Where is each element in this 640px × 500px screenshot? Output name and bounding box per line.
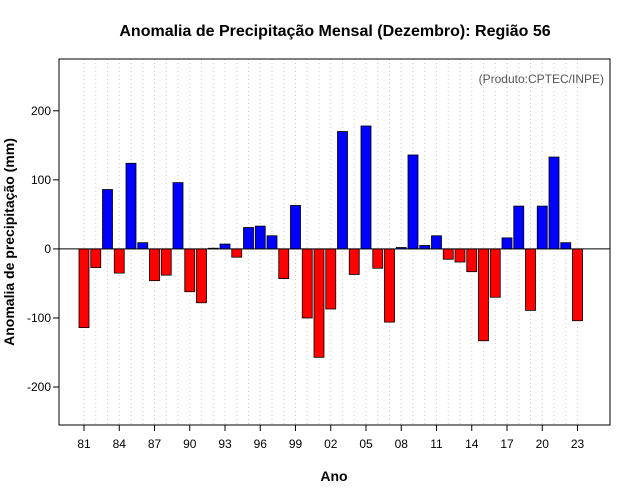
- y-tick-label: 0: [44, 242, 51, 256]
- bar-2021: [548, 156, 560, 250]
- bar-2011: [431, 235, 442, 250]
- x-tick-label: 84: [113, 437, 127, 451]
- y-tick-label: 200: [31, 104, 51, 118]
- bar-1996: [254, 225, 266, 250]
- bar-1990: [184, 248, 196, 293]
- y-axis: -200 -100 0 100 200: [27, 104, 59, 394]
- bar-2012: [442, 248, 454, 260]
- y-tick-label: 100: [31, 173, 51, 187]
- bar-2022: [560, 242, 572, 250]
- plot-area: [59, 59, 610, 425]
- bar-2004: [348, 248, 360, 275]
- y-axis-title: Anomalia de precipitação (mm): [1, 138, 17, 346]
- x-tick-label: 11: [430, 437, 443, 451]
- bar-1981: [78, 248, 90, 329]
- x-tick-label: 23: [571, 437, 585, 451]
- bar-1991: [196, 248, 207, 304]
- y-tick-label: -200: [27, 380, 51, 394]
- bar-1986: [137, 242, 149, 250]
- bar-1988: [160, 248, 172, 276]
- bar-1989: [172, 182, 184, 250]
- chart-title: Anomalia de Precipitação Mensal (Dezembr…: [119, 23, 550, 40]
- bar-2017: [501, 237, 513, 250]
- bar-2001: [313, 248, 325, 358]
- x-tick-label: 90: [183, 437, 197, 451]
- bar-2003: [337, 131, 348, 250]
- bar-1985: [125, 162, 137, 250]
- x-tick-label: 93: [218, 437, 232, 451]
- x-axis: 81 84 87 90 93 96 99 02 05 08 11 14 17 20 23: [77, 425, 584, 451]
- bar-2005: [360, 125, 372, 250]
- bar-2007: [384, 248, 395, 323]
- bar-1983: [102, 189, 113, 250]
- bar-2023: [572, 248, 583, 322]
- bar-2010: [419, 245, 431, 250]
- bar-1999: [290, 204, 301, 250]
- bar-2014: [466, 248, 478, 273]
- bar-2013: [454, 248, 466, 263]
- bar-2018: [513, 205, 525, 250]
- x-tick-label: 08: [395, 437, 409, 451]
- plot-border: [58, 58, 611, 426]
- bar-1995: [243, 227, 254, 250]
- x-axis-title: Ano: [320, 468, 347, 484]
- x-tick-label: 99: [289, 437, 303, 451]
- bar-2000: [301, 248, 313, 319]
- bar-1998: [278, 248, 290, 279]
- bar-2019: [525, 248, 536, 311]
- bar-1987: [149, 248, 160, 282]
- bar-2002: [325, 248, 337, 310]
- bar-1994: [231, 248, 243, 258]
- bar-1993: [219, 243, 231, 250]
- bar-2009: [407, 154, 419, 250]
- x-tick-label: 14: [465, 437, 479, 451]
- x-tick-label: 02: [324, 437, 338, 451]
- bar-1982: [90, 248, 102, 268]
- x-tick-label: 87: [148, 437, 162, 451]
- credit-text: (Produto:CPTEC/INPE): [479, 72, 604, 86]
- bar-2016: [489, 248, 501, 298]
- bars: [78, 125, 583, 358]
- bar-2020: [536, 205, 548, 250]
- x-tick-label: 96: [254, 437, 268, 451]
- x-tick-label: 05: [359, 437, 373, 451]
- bar-1997: [266, 235, 278, 250]
- bar-2015: [478, 248, 489, 342]
- bar-2006: [372, 248, 384, 269]
- x-tick-label: 17: [500, 437, 514, 451]
- y-tick-label: -100: [27, 311, 51, 325]
- x-tick-label: 81: [77, 437, 91, 451]
- x-tick-label: 20: [536, 437, 550, 451]
- bar-1984: [113, 248, 125, 274]
- grid-lines: [83, 59, 578, 425]
